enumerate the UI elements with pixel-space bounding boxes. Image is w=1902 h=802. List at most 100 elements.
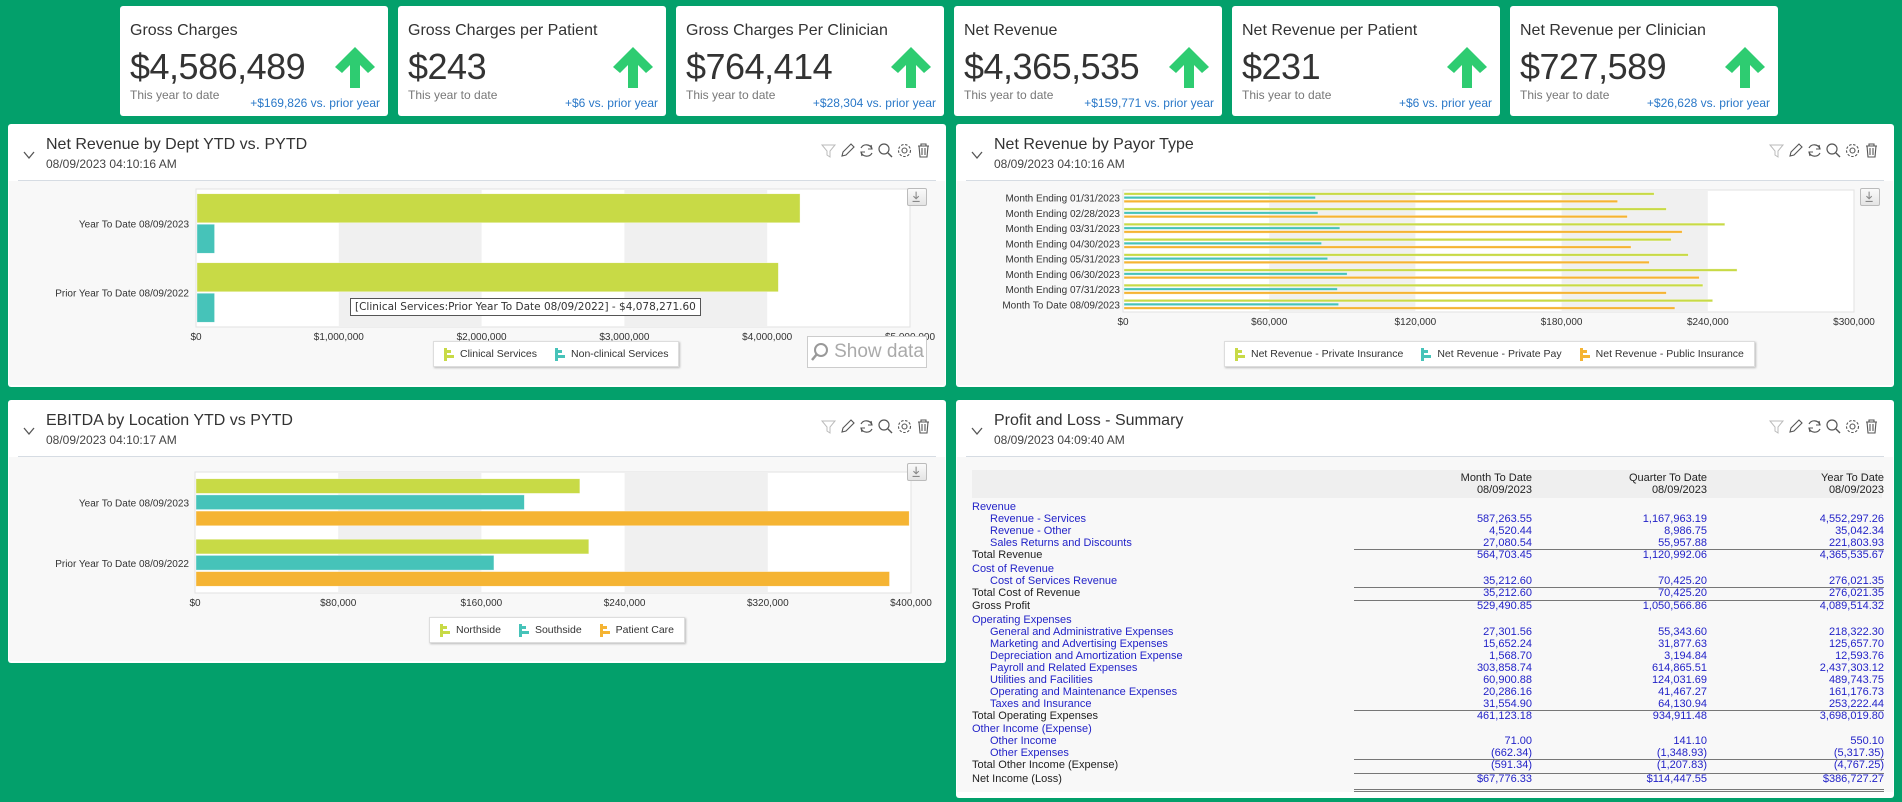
pl-cell[interactable]: 41,467.27 (1658, 685, 1707, 698)
legend-item[interactable]: Patient Care (599, 623, 674, 637)
refresh-icon[interactable] (1806, 418, 1823, 435)
pl-cell[interactable]: 2,437,303.12 (1819, 661, 1884, 674)
refresh-icon[interactable] (858, 142, 875, 159)
bar[interactable] (196, 223, 215, 254)
bar[interactable] (1123, 222, 1726, 226)
collapse-chevron-icon[interactable] (22, 424, 36, 438)
bar[interactable] (1123, 192, 1655, 196)
bar[interactable] (1123, 238, 1672, 242)
pl-cell[interactable]: 124,031.69 (1651, 673, 1707, 686)
pl-cell[interactable]: 221,803.93 (1828, 537, 1884, 549)
pl-cell[interactable]: 27,301.56 (1483, 625, 1532, 638)
pl-row-label[interactable]: Other Expenses (990, 747, 1069, 759)
pl-cell[interactable]: 31,554.90 (1483, 697, 1532, 710)
pl-cell[interactable]: 614,865.51 (1651, 661, 1707, 674)
bar[interactable] (1123, 215, 1628, 219)
pl-cell[interactable]: 161,176.73 (1828, 685, 1884, 698)
zoom-icon[interactable] (877, 418, 894, 435)
bar[interactable] (196, 292, 215, 323)
refresh-icon[interactable] (858, 418, 875, 435)
bar[interactable] (1123, 199, 1618, 203)
download-button[interactable] (907, 188, 927, 206)
kpi-card[interactable]: Gross Charges Per Clinician $764,414 This … (676, 6, 944, 116)
pl-row-label[interactable]: Cost of Services Revenue (990, 574, 1118, 587)
pl-cell[interactable]: 1,167,963.19 (1642, 513, 1707, 525)
filter-icon[interactable] (1768, 418, 1785, 435)
pl-row-label[interactable]: Revenue - Services (990, 513, 1086, 525)
pl-row-label[interactable]: Operating and Maintenance Expenses (990, 685, 1178, 698)
pl-row-label[interactable]: General and Administrative Expenses (990, 625, 1174, 638)
pl-cell[interactable]: 4,520.44 (1489, 525, 1532, 537)
delete-icon[interactable] (1863, 418, 1880, 435)
pl-cell[interactable]: 218,322.30 (1828, 625, 1884, 638)
bar[interactable] (195, 555, 495, 571)
pl-row-label[interactable]: Sales Returns and Discounts (990, 537, 1132, 549)
delete-icon[interactable] (1863, 142, 1880, 159)
bar[interactable] (1123, 287, 1338, 291)
bar[interactable] (1123, 299, 1713, 303)
pl-cell[interactable]: (662.34) (1491, 747, 1532, 759)
bar[interactable] (195, 510, 910, 527)
pl-cell[interactable]: 64,130.94 (1658, 697, 1707, 710)
pl-cell[interactable]: 1,568.70 (1489, 649, 1532, 662)
settings-icon[interactable] (896, 142, 913, 159)
pl-row-label[interactable]: Revenue - Other (990, 525, 1072, 537)
collapse-chevron-icon[interactable] (970, 424, 984, 438)
delete-icon[interactable] (915, 418, 932, 435)
zoom-icon[interactable] (1825, 142, 1842, 159)
pl-cell[interactable]: 70,425.20 (1658, 574, 1707, 587)
bar[interactable] (1123, 230, 1683, 234)
pl-row-label[interactable]: Operating Expenses (972, 613, 1072, 626)
kpi-card[interactable]: Net Revenue $4,365,535 This year to date +$… (954, 6, 1222, 116)
pl-cell[interactable]: 55,957.88 (1658, 537, 1707, 549)
refresh-icon[interactable] (1806, 142, 1823, 159)
bar[interactable] (195, 571, 890, 587)
settings-icon[interactable] (896, 418, 913, 435)
filter-icon[interactable] (820, 418, 837, 435)
legend-item[interactable]: Southside (518, 623, 582, 637)
pl-cell[interactable]: 71.00 (1504, 735, 1532, 747)
pl-cell[interactable]: 35,212.60 (1483, 574, 1532, 587)
pl-row-label[interactable]: Payroll and Related Expenses (990, 661, 1138, 674)
bar[interactable] (1123, 276, 1700, 280)
download-button[interactable] (1860, 188, 1880, 206)
collapse-chevron-icon[interactable] (970, 148, 984, 162)
pl-cell[interactable]: 489,743.75 (1828, 673, 1884, 686)
pl-row-label[interactable]: Other Income (990, 735, 1057, 747)
pl-cell[interactable]: 587,263.55 (1476, 513, 1532, 525)
bar[interactable] (1123, 306, 1676, 310)
kpi-card[interactable]: Gross Charges per Patient $243 This year t… (398, 6, 666, 116)
bar[interactable] (196, 262, 779, 293)
pl-cell[interactable]: (5,317.35) (1833, 747, 1884, 759)
pl-cell[interactable]: 125,657.70 (1828, 637, 1884, 650)
bar[interactable] (1123, 257, 1328, 261)
pl-cell[interactable]: 55,343.60 (1658, 625, 1707, 638)
bar[interactable] (1123, 245, 1632, 249)
edit-icon[interactable] (1787, 142, 1804, 159)
pl-row-label[interactable]: Marketing and Advertising Expenses (990, 637, 1168, 650)
bar[interactable] (1123, 226, 1341, 230)
legend-item[interactable]: Clinical Services (444, 347, 537, 361)
bar[interactable] (1123, 241, 1322, 245)
show-data-button[interactable]: Show data (807, 336, 927, 368)
bar[interactable] (1123, 207, 1667, 211)
legend-item[interactable]: Northside (440, 623, 501, 637)
bar[interactable] (1123, 291, 1667, 295)
pl-cell[interactable]: 20,286.16 (1483, 685, 1532, 698)
bar[interactable] (1123, 253, 1689, 257)
bar[interactable] (1123, 272, 1348, 276)
pl-row-label[interactable]: Taxes and Insurance (990, 697, 1092, 710)
bar[interactable] (1123, 302, 1339, 306)
download-button[interactable] (907, 463, 927, 481)
edit-icon[interactable] (839, 418, 856, 435)
bar[interactable] (1123, 196, 1316, 200)
bar[interactable] (195, 478, 581, 494)
legend-item[interactable]: Net Revenue - Private Insurance (1235, 347, 1403, 361)
pl-cell[interactable]: 60,900.88 (1483, 673, 1532, 686)
pl-row-label[interactable]: Utilities and Facilities (990, 673, 1093, 686)
edit-icon[interactable] (1787, 418, 1804, 435)
bar[interactable] (1123, 211, 1319, 215)
legend-item[interactable]: Net Revenue - Public Insurance (1579, 347, 1744, 361)
pl-cell[interactable]: 303,858.74 (1476, 661, 1532, 674)
pl-row-label[interactable]: Other Income (Expense) (972, 723, 1092, 735)
